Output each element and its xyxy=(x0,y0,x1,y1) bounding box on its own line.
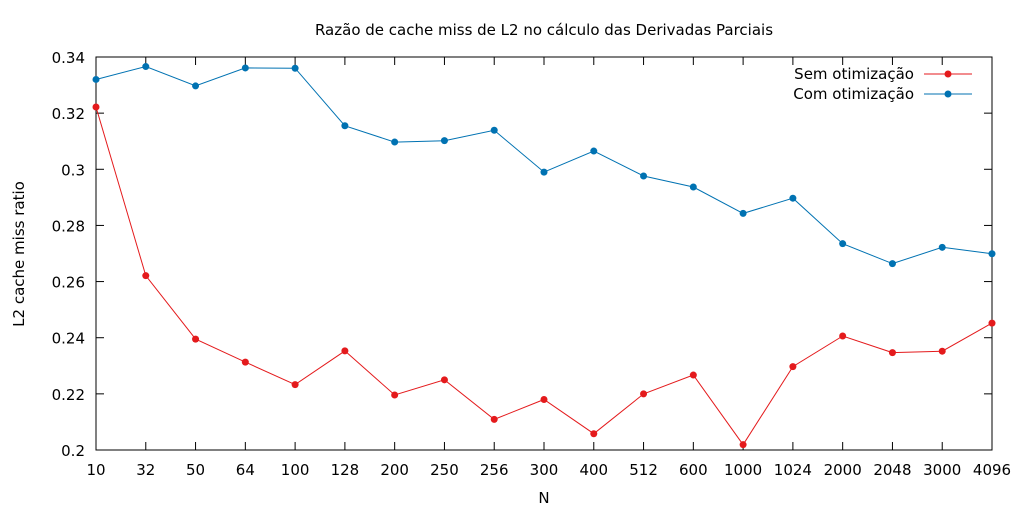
x-tick-label: 1024 xyxy=(774,461,812,479)
series-line-sem-otimizacao xyxy=(95,106,993,446)
data-point-com-otimizacao xyxy=(988,250,996,258)
legend-marker-com-otimizacao xyxy=(944,90,952,98)
x-tick-label: 250 xyxy=(430,461,459,479)
data-point-com-otimizacao xyxy=(142,63,150,71)
data-point-sem-otimizacao xyxy=(640,390,648,398)
x-tick-label: 32 xyxy=(136,461,155,479)
x-tick-label: 200 xyxy=(380,461,409,479)
data-point-com-otimizacao xyxy=(391,138,399,146)
x-tick-label: 64 xyxy=(236,461,255,479)
y-tick-label: 0.32 xyxy=(52,105,85,123)
y-tick-label: 0.26 xyxy=(52,274,85,292)
data-point-sem-otimizacao xyxy=(440,376,448,384)
data-point-com-otimizacao xyxy=(739,209,747,217)
y-axis-label: L2 cache miss ratio xyxy=(10,181,28,327)
y-tick-label: 0.3 xyxy=(61,161,85,179)
data-point-sem-otimizacao xyxy=(92,103,100,111)
x-tick-label: 512 xyxy=(629,461,658,479)
data-point-sem-otimizacao xyxy=(888,349,896,357)
data-point-com-otimizacao xyxy=(590,147,598,155)
y-tick-label: 0.22 xyxy=(52,386,85,404)
x-tick-label: 2000 xyxy=(824,461,862,479)
chart-title: Razão de cache miss de L2 no cálculo das… xyxy=(315,21,773,39)
legend-marker-sem-otimizacao xyxy=(944,70,952,78)
x-tick-label: 400 xyxy=(579,461,608,479)
x-tick-label: 100 xyxy=(281,461,310,479)
x-tick-label: 2048 xyxy=(873,461,911,479)
x-axis-label: N xyxy=(538,489,549,507)
x-tick-label: 1000 xyxy=(724,461,762,479)
legend-label-sem-otimizacao: Sem otimização xyxy=(794,65,914,83)
data-point-sem-otimizacao xyxy=(490,415,498,423)
data-point-com-otimizacao xyxy=(789,194,797,202)
plot-area: 0.2 0.22 0.24 0.26 0.28 0.3 0.32 0.34 10 32 50 64 10… xyxy=(52,49,1012,479)
data-point-sem-otimizacao xyxy=(142,272,150,280)
y-tick-label: 0.28 xyxy=(52,217,85,235)
data-point-com-otimizacao xyxy=(92,75,100,83)
data-point-com-otimizacao xyxy=(440,137,448,145)
plot-border xyxy=(95,56,993,451)
data-point-sem-otimizacao xyxy=(689,371,697,379)
legend-label-com-otimizacao: Com otimização xyxy=(793,85,914,103)
legend: Sem otimização Com otimização xyxy=(793,65,972,103)
data-point-com-otimizacao xyxy=(291,64,299,72)
data-point-com-otimizacao xyxy=(640,172,648,180)
y-tick-label: 0.34 xyxy=(52,49,85,67)
x-tick-label: 128 xyxy=(331,461,360,479)
data-point-sem-otimizacao xyxy=(988,319,996,327)
data-point-com-otimizacao xyxy=(490,126,498,134)
data-point-com-otimizacao xyxy=(540,168,548,176)
data-point-sem-otimizacao xyxy=(291,381,299,389)
data-point-sem-otimizacao xyxy=(590,430,598,438)
y-tick-label: 0.24 xyxy=(52,330,85,348)
x-tick-label: 300 xyxy=(530,461,559,479)
data-point-sem-otimizacao xyxy=(391,391,399,399)
data-point-sem-otimizacao xyxy=(341,347,349,355)
data-point-com-otimizacao xyxy=(192,82,200,90)
x-tick-label: 4096 xyxy=(973,461,1011,479)
data-point-com-otimizacao xyxy=(241,64,249,72)
data-point-com-otimizacao xyxy=(888,260,896,268)
data-point-sem-otimizacao xyxy=(789,363,797,371)
data-point-com-otimizacao xyxy=(689,183,697,191)
data-point-com-otimizacao xyxy=(341,122,349,130)
x-tick-label: 10 xyxy=(86,461,105,479)
data-point-sem-otimizacao xyxy=(739,441,747,449)
x-tick-label: 600 xyxy=(679,461,708,479)
data-point-sem-otimizacao xyxy=(540,395,548,403)
data-point-com-otimizacao xyxy=(839,240,847,248)
x-tick-label: 50 xyxy=(186,461,205,479)
data-point-sem-otimizacao xyxy=(839,332,847,340)
x-tick-label: 3000 xyxy=(923,461,961,479)
data-point-sem-otimizacao xyxy=(192,335,200,343)
y-tick-label: 0.2 xyxy=(61,442,85,460)
data-point-sem-otimizacao xyxy=(938,347,946,355)
data-point-com-otimizacao xyxy=(938,243,946,251)
x-tick-label: 256 xyxy=(480,461,509,479)
data-point-sem-otimizacao xyxy=(241,358,249,366)
